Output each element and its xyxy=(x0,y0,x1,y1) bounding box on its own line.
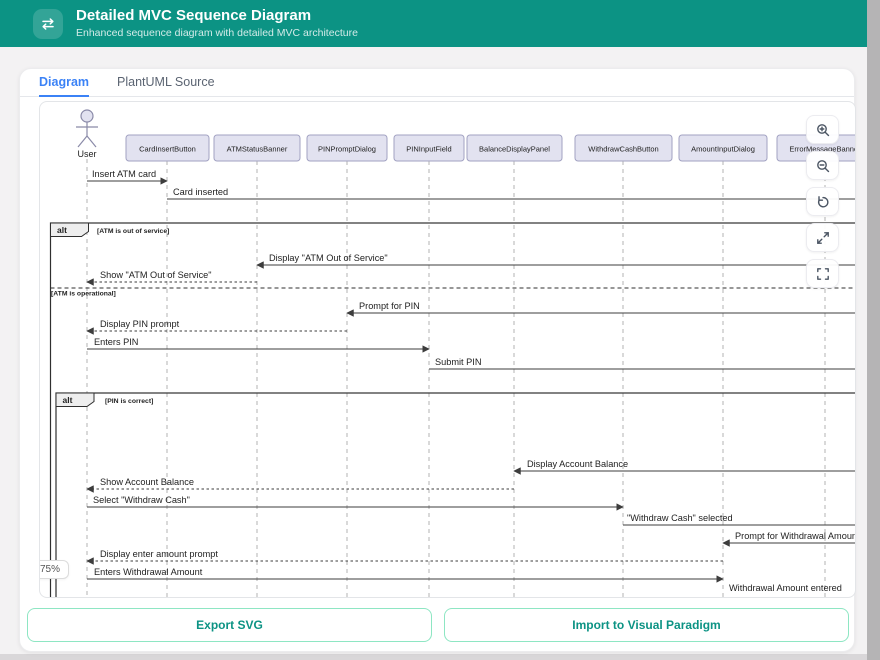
svg-text:Prompt for Withdrawal Amount: Prompt for Withdrawal Amount xyxy=(735,531,855,541)
svg-text:Display enter amount prompt: Display enter amount prompt xyxy=(100,549,218,559)
svg-text:Enters PIN: Enters PIN xyxy=(94,337,138,347)
expand-icon xyxy=(816,231,829,244)
participant-label: AmountInputDialog xyxy=(691,145,755,154)
diagram-canvas[interactable]: User CardInsertButton ATMStatusBanner PI… xyxy=(39,101,856,598)
zoom-controls xyxy=(806,115,839,288)
export-svg-button[interactable]: Export SVG xyxy=(27,608,432,642)
actor-user xyxy=(76,109,98,148)
participant-label: WithdrawCashButton xyxy=(588,145,658,154)
svg-text:Show Account Balance: Show Account Balance xyxy=(100,477,194,487)
message: Withdrawal Amount entered xyxy=(729,583,842,593)
alt-frame-2: alt [PIN is correct] xyxy=(55,392,855,597)
page-title: Detailed MVC Sequence Diagram xyxy=(76,7,312,25)
alt-operator: alt xyxy=(57,225,67,235)
message: Insert ATM card xyxy=(87,169,168,185)
message: Display Account Balance xyxy=(513,459,855,475)
message: Display "ATM Out of Service" xyxy=(256,253,855,269)
expand-button[interactable] xyxy=(806,223,839,252)
participant-label: PINPromptDialog xyxy=(318,145,376,154)
diagram-card: Diagram PlantUML Source xyxy=(19,68,856,652)
app-header: Detailed MVC Sequence Diagram Enhanced s… xyxy=(0,0,867,47)
message: "Withdraw Cash" selected xyxy=(623,513,855,526)
message: Card inserted xyxy=(167,187,855,200)
messages: Insert ATM card Card inserted Display "A… xyxy=(86,169,855,593)
alt-guard: [ATM is out of service] xyxy=(97,228,169,235)
svg-text:Select "Withdraw Cash": Select "Withdraw Cash" xyxy=(93,495,190,505)
reset-view-button[interactable] xyxy=(806,187,839,216)
message: Show "ATM Out of Service" xyxy=(86,270,257,286)
alt-else-guard: [ATM is operational] xyxy=(51,291,116,298)
zoom-in-button[interactable] xyxy=(806,115,839,144)
fullscreen-icon xyxy=(816,267,829,280)
tab-plantuml-source[interactable]: PlantUML Source xyxy=(117,75,215,89)
sequence-diagram: User CardInsertButton ATMStatusBanner PI… xyxy=(49,109,855,597)
actor-label: User xyxy=(77,149,96,159)
tab-diagram[interactable]: Diagram xyxy=(39,69,90,97)
import-visual-paradigm-button[interactable]: Import to Visual Paradigm xyxy=(444,608,849,642)
svg-text:Card inserted: Card inserted xyxy=(173,187,228,197)
svg-text:"Withdraw Cash" selected: "Withdraw Cash" selected xyxy=(627,513,733,523)
fullscreen-button[interactable] xyxy=(806,259,839,288)
message: Display PIN prompt xyxy=(86,319,347,335)
swap-arrows-icon xyxy=(33,8,63,39)
tab-bar: Diagram PlantUML Source xyxy=(20,69,854,97)
message: Select "Withdraw Cash" xyxy=(87,495,624,511)
message: Prompt for PIN xyxy=(346,301,855,317)
action-bar: Export SVG Import to Visual Paradigm xyxy=(27,608,849,642)
svg-text:Display PIN prompt: Display PIN prompt xyxy=(100,319,180,329)
alt-guard: [PIN is correct] xyxy=(105,398,153,405)
zoom-out-button[interactable] xyxy=(806,151,839,180)
alt-operator: alt xyxy=(63,395,73,405)
page-subtitle: Enhanced sequence diagram with detailed … xyxy=(76,26,358,39)
message: Enters PIN xyxy=(87,337,430,353)
svg-text:Display Account Balance: Display Account Balance xyxy=(527,459,628,469)
window-edge xyxy=(0,654,867,660)
svg-text:Prompt for PIN: Prompt for PIN xyxy=(359,301,420,311)
message: Submit PIN xyxy=(429,357,855,370)
participant-label: BalanceDisplayPanel xyxy=(479,145,550,154)
message: Enters Withdrawal Amount xyxy=(87,567,724,583)
svg-text:Show "ATM Out of Service": Show "ATM Out of Service" xyxy=(100,270,212,280)
message: Display enter amount prompt xyxy=(86,549,723,565)
message: Show Account Balance xyxy=(86,477,514,493)
svg-text:Enters Withdrawal Amount: Enters Withdrawal Amount xyxy=(94,567,203,577)
svg-text:Submit PIN: Submit PIN xyxy=(435,357,481,367)
zoom-in-icon xyxy=(816,123,829,136)
zoom-level-badge: 75% xyxy=(40,560,70,579)
alt-frame-1: alt [ATM is out of service] [ATM is oper… xyxy=(49,222,855,597)
participant-label: CardInsertButton xyxy=(139,145,196,154)
svg-text:Insert ATM card: Insert ATM card xyxy=(92,169,156,179)
message: Prompt for Withdrawal Amount xyxy=(722,531,855,547)
scrollbar[interactable] xyxy=(867,0,880,660)
reset-icon xyxy=(817,195,829,207)
participant-boxes: CardInsertButton ATMStatusBanner PINProm… xyxy=(125,134,855,162)
participant-label: ErrorMessageBanner xyxy=(789,145,855,154)
svg-text:Display "ATM Out of Service": Display "ATM Out of Service" xyxy=(269,253,388,263)
svg-text:Withdrawal Amount entered: Withdrawal Amount entered xyxy=(729,583,842,593)
participant-label: PINInputField xyxy=(406,145,451,154)
participant-label: ATMStatusBanner xyxy=(227,145,288,154)
zoom-out-icon xyxy=(816,159,829,172)
lifelines xyxy=(86,159,826,597)
